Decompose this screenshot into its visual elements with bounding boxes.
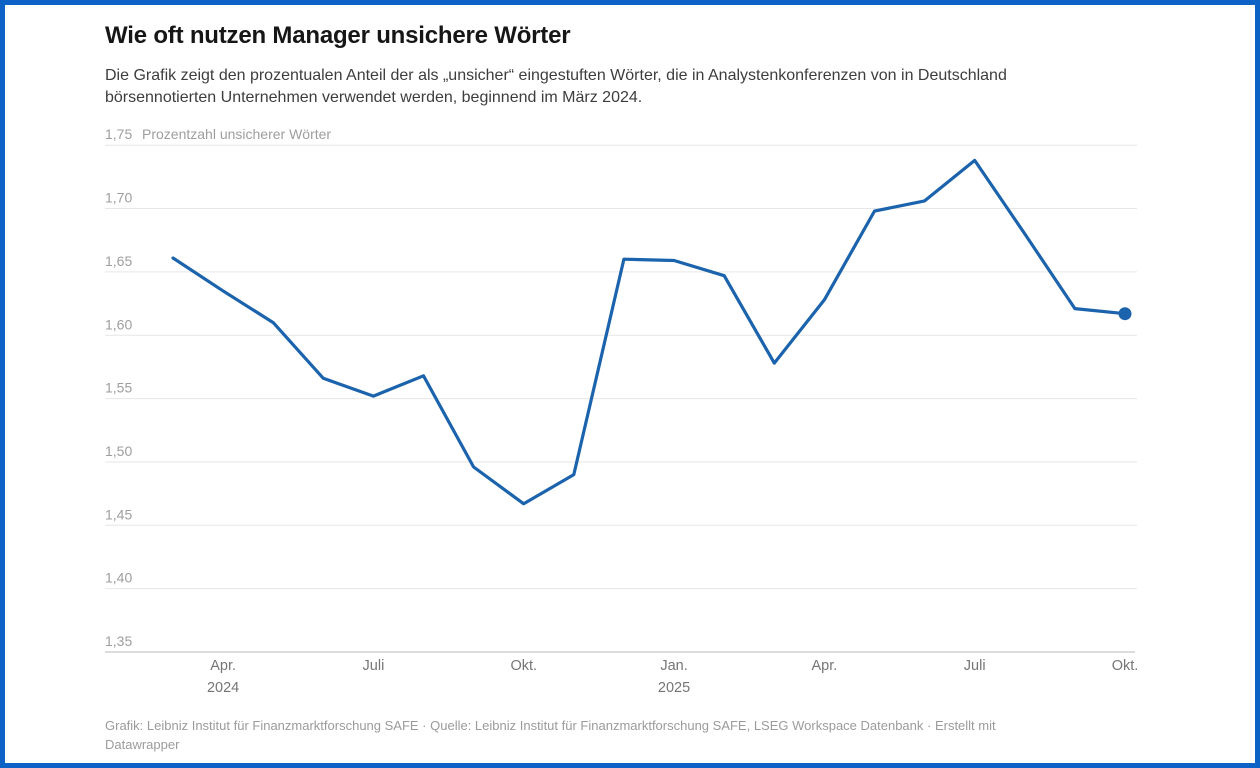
y-tick-label: 1,65 — [105, 253, 132, 269]
chart-title: Wie oft nutzen Manager unsichere Wörter — [105, 22, 571, 49]
y-tick-label: 1,60 — [105, 316, 132, 332]
chart-subtitle-line2: börsennotierten Unternehmen verwendet we… — [105, 89, 643, 106]
line-chart: 1,35 1,40 1,45 1,50 1,55 1,60 1,65 1,70 1,75 Proz… — [105, 126, 1139, 696]
x-tick-label: Apr. — [811, 658, 837, 674]
x-tick-label: Juli — [363, 658, 385, 674]
credit-line-1: Grafik: Leibniz Institut für Finanzmarkt… — [105, 718, 996, 733]
series-line — [171, 158, 1127, 506]
credit-line-2: Datawrapper — [105, 737, 180, 752]
y-tick-label: 1,40 — [105, 570, 132, 586]
chart-footer: Grafik: Leibniz Institut für Finanzmarkt… — [105, 716, 996, 754]
y-tick-label: 1,55 — [105, 380, 132, 396]
x-tick-label: Apr. — [210, 658, 236, 674]
y-tick-label: 1,45 — [105, 506, 132, 522]
y-tick-label: 1,75 — [105, 126, 132, 142]
chart-subtitle-line1: Die Grafik zeigt den prozentualen Anteil… — [105, 67, 1007, 84]
x-tick-label: Juli — [964, 658, 986, 674]
y-axis-title: Prozentzahl unsicherer Wörter — [142, 126, 331, 142]
y-tick-label: 1,70 — [105, 190, 132, 206]
x-tick-year-label: 2024 — [207, 680, 239, 696]
x-tick-label: Okt. — [510, 658, 537, 674]
chart-subtitle: Die Grafik zeigt den prozentualen Anteil… — [105, 65, 1007, 109]
x-tick-year-label: 2025 — [658, 680, 690, 696]
y-tick-label: 1,50 — [105, 443, 132, 459]
series-end-dot — [1118, 307, 1132, 321]
y-tick-label: 1,35 — [105, 633, 132, 649]
x-tick-label: Okt. — [1112, 658, 1139, 674]
x-tick-label: Jan. — [660, 658, 687, 674]
